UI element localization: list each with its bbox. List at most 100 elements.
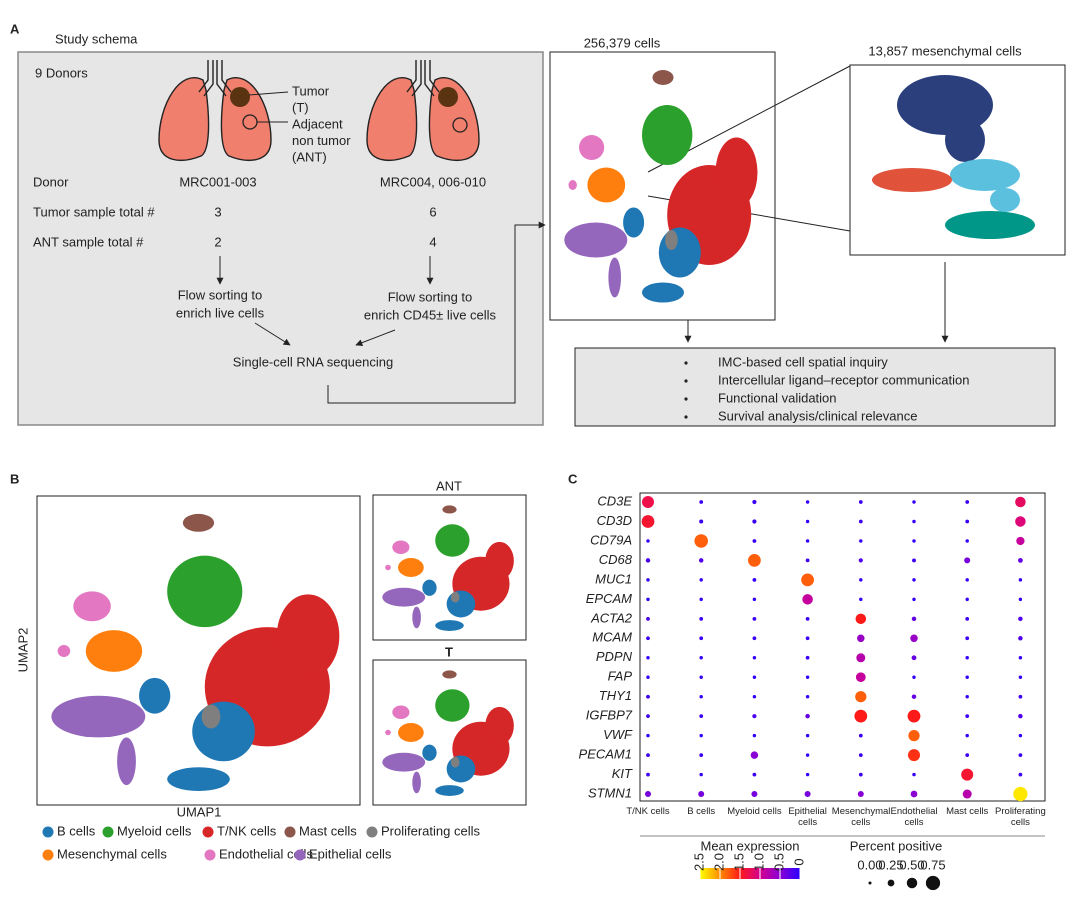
cluster xyxy=(658,227,701,278)
legend-label: Proliferating cells xyxy=(381,823,480,838)
cluster xyxy=(201,704,221,729)
dot xyxy=(1018,578,1023,582)
cluster xyxy=(608,257,621,298)
dot xyxy=(699,578,703,582)
category-label: T/NK cells xyxy=(626,806,670,817)
cluster xyxy=(392,540,410,554)
legend-title: Mean expression xyxy=(701,838,800,853)
row-label: CD3E xyxy=(597,493,632,508)
colorbar-tick-label: 0.5 xyxy=(771,853,786,871)
dot xyxy=(965,675,969,679)
cluster xyxy=(382,587,426,607)
colorbar-tick-label: 2.5 xyxy=(691,853,706,871)
dot xyxy=(646,539,650,543)
pointer xyxy=(248,91,289,96)
dot xyxy=(912,558,916,563)
cluster xyxy=(117,737,136,786)
size-key xyxy=(868,881,872,885)
dot xyxy=(857,634,865,643)
cluster xyxy=(192,701,255,762)
row-value: 6 xyxy=(429,204,436,219)
flow-step: enrich CD45± live cells xyxy=(364,307,497,322)
dot xyxy=(908,730,920,742)
dot xyxy=(856,653,866,663)
flow-step: Flow sorting to xyxy=(388,289,473,304)
row-value: 2 xyxy=(214,234,221,249)
dot xyxy=(646,636,650,641)
cluster xyxy=(139,677,171,714)
legend-swatch xyxy=(42,826,54,838)
dot xyxy=(855,613,867,625)
row-label: ANT sample total # xyxy=(33,234,144,249)
dot xyxy=(1018,753,1023,757)
row-label: STMN1 xyxy=(588,785,632,800)
dot xyxy=(805,519,810,524)
colorbar-tick-label: 1.5 xyxy=(731,853,746,871)
dot xyxy=(965,519,970,524)
category-label: Mesenchymal cells xyxy=(831,806,891,828)
row-label: MUC1 xyxy=(595,571,632,586)
tumor-icon xyxy=(438,87,458,107)
tumor-icon xyxy=(230,87,250,107)
dot xyxy=(1018,772,1023,777)
cluster xyxy=(167,555,243,628)
row-label: FAP xyxy=(608,669,633,684)
dot xyxy=(805,675,810,679)
dot xyxy=(645,558,651,563)
sequencing: Single-cell RNA sequencing xyxy=(233,354,393,369)
dot xyxy=(1018,675,1023,679)
dot xyxy=(699,694,703,699)
dot xyxy=(964,557,971,564)
flow-step: Flow sorting to xyxy=(178,287,263,302)
legend-swatch xyxy=(102,826,114,838)
arrow xyxy=(327,221,546,404)
dot xyxy=(1015,496,1026,508)
dot xyxy=(907,709,921,723)
inset-title: 13,857 mesenchymal cells xyxy=(868,43,1022,58)
dot xyxy=(752,578,757,582)
dot xyxy=(965,578,969,582)
dot xyxy=(912,675,916,679)
dot xyxy=(752,694,757,699)
dot xyxy=(752,616,757,621)
row-label: CD3D xyxy=(597,513,632,528)
dot xyxy=(965,714,970,719)
dot xyxy=(965,597,969,602)
dot xyxy=(965,753,970,757)
cluster xyxy=(715,137,758,208)
cluster xyxy=(385,729,391,736)
subcluster xyxy=(872,168,952,192)
row-label: PECAM1 xyxy=(579,747,632,762)
row-label: EPCAM xyxy=(586,591,632,606)
dot xyxy=(805,753,810,757)
dot xyxy=(805,558,810,563)
dot xyxy=(854,709,868,723)
cluster xyxy=(435,524,470,557)
subcluster xyxy=(990,188,1020,212)
colorbar-tick-label: 1.0 xyxy=(751,853,766,871)
axis-label: UMAP1 xyxy=(177,804,222,819)
row-label: CD68 xyxy=(599,552,633,567)
dot xyxy=(805,733,810,738)
panel-label: A xyxy=(10,21,20,36)
dot xyxy=(751,791,758,798)
row-value: MRC004, 006-010 xyxy=(380,174,486,189)
cluster xyxy=(182,513,215,532)
dot xyxy=(1018,694,1023,699)
inset-label: ANT xyxy=(436,478,462,493)
panel-label: B xyxy=(10,471,19,486)
row-label: IGFBP7 xyxy=(586,708,633,723)
dot xyxy=(699,616,704,621)
dot xyxy=(1018,713,1023,719)
inset-label: T xyxy=(445,644,453,659)
dot xyxy=(699,675,703,679)
row-label: MCAM xyxy=(592,630,632,645)
legend-swatch xyxy=(204,849,216,861)
cluster xyxy=(85,630,143,672)
row-value: 4 xyxy=(429,234,436,249)
dot xyxy=(858,772,863,777)
dot xyxy=(752,675,757,679)
cluster xyxy=(442,670,457,679)
category-label: Myeloid cells xyxy=(727,806,782,817)
